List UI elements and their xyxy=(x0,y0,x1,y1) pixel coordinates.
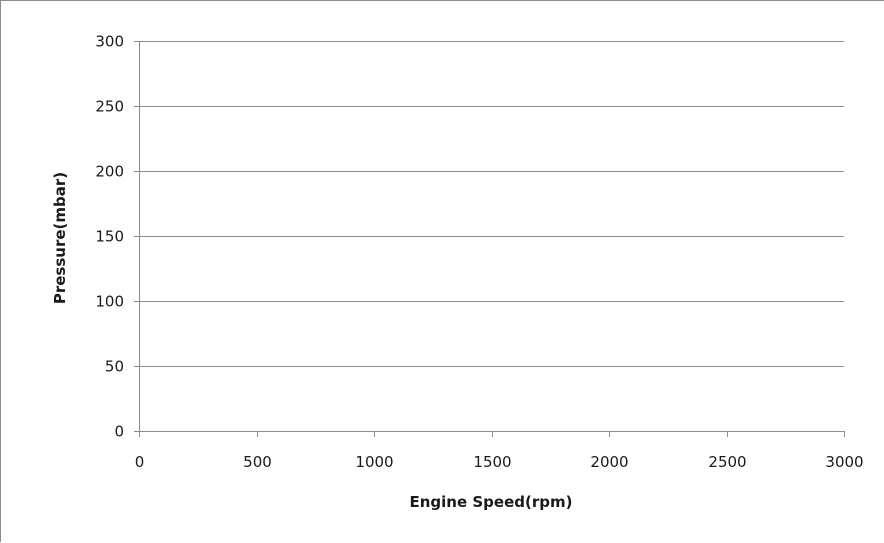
gridlines xyxy=(139,41,844,367)
y-tick-label: 0 xyxy=(114,423,124,441)
x-tick-label: 2500 xyxy=(708,453,746,471)
x-tick-label: 1500 xyxy=(473,453,511,471)
x-axis-tick-labels: 0 500 1000 1500 2000 2500 3000 xyxy=(135,453,864,471)
y-tick-label: 300 xyxy=(95,33,124,51)
axes xyxy=(134,41,845,437)
y-tick-label: 100 xyxy=(95,293,124,311)
x-tick-label: 3000 xyxy=(825,453,863,471)
y-axis-title: Pressure(mbar) xyxy=(51,172,69,304)
y-tick-label: 200 xyxy=(95,163,124,181)
y-tick-label: 250 xyxy=(95,98,124,116)
y-tick-label: 150 xyxy=(95,228,124,246)
x-tick-label: 2000 xyxy=(590,453,628,471)
y-tick-label: 50 xyxy=(105,358,124,376)
x-tick-label: 500 xyxy=(243,453,272,471)
x-tick-label: 1000 xyxy=(355,453,393,471)
y-axis-tick-labels: 0 50 100 150 200 250 300 xyxy=(95,33,124,441)
x-tick-label: 0 xyxy=(135,453,145,471)
x-axis-title: Engine Speed(rpm) xyxy=(410,493,573,511)
